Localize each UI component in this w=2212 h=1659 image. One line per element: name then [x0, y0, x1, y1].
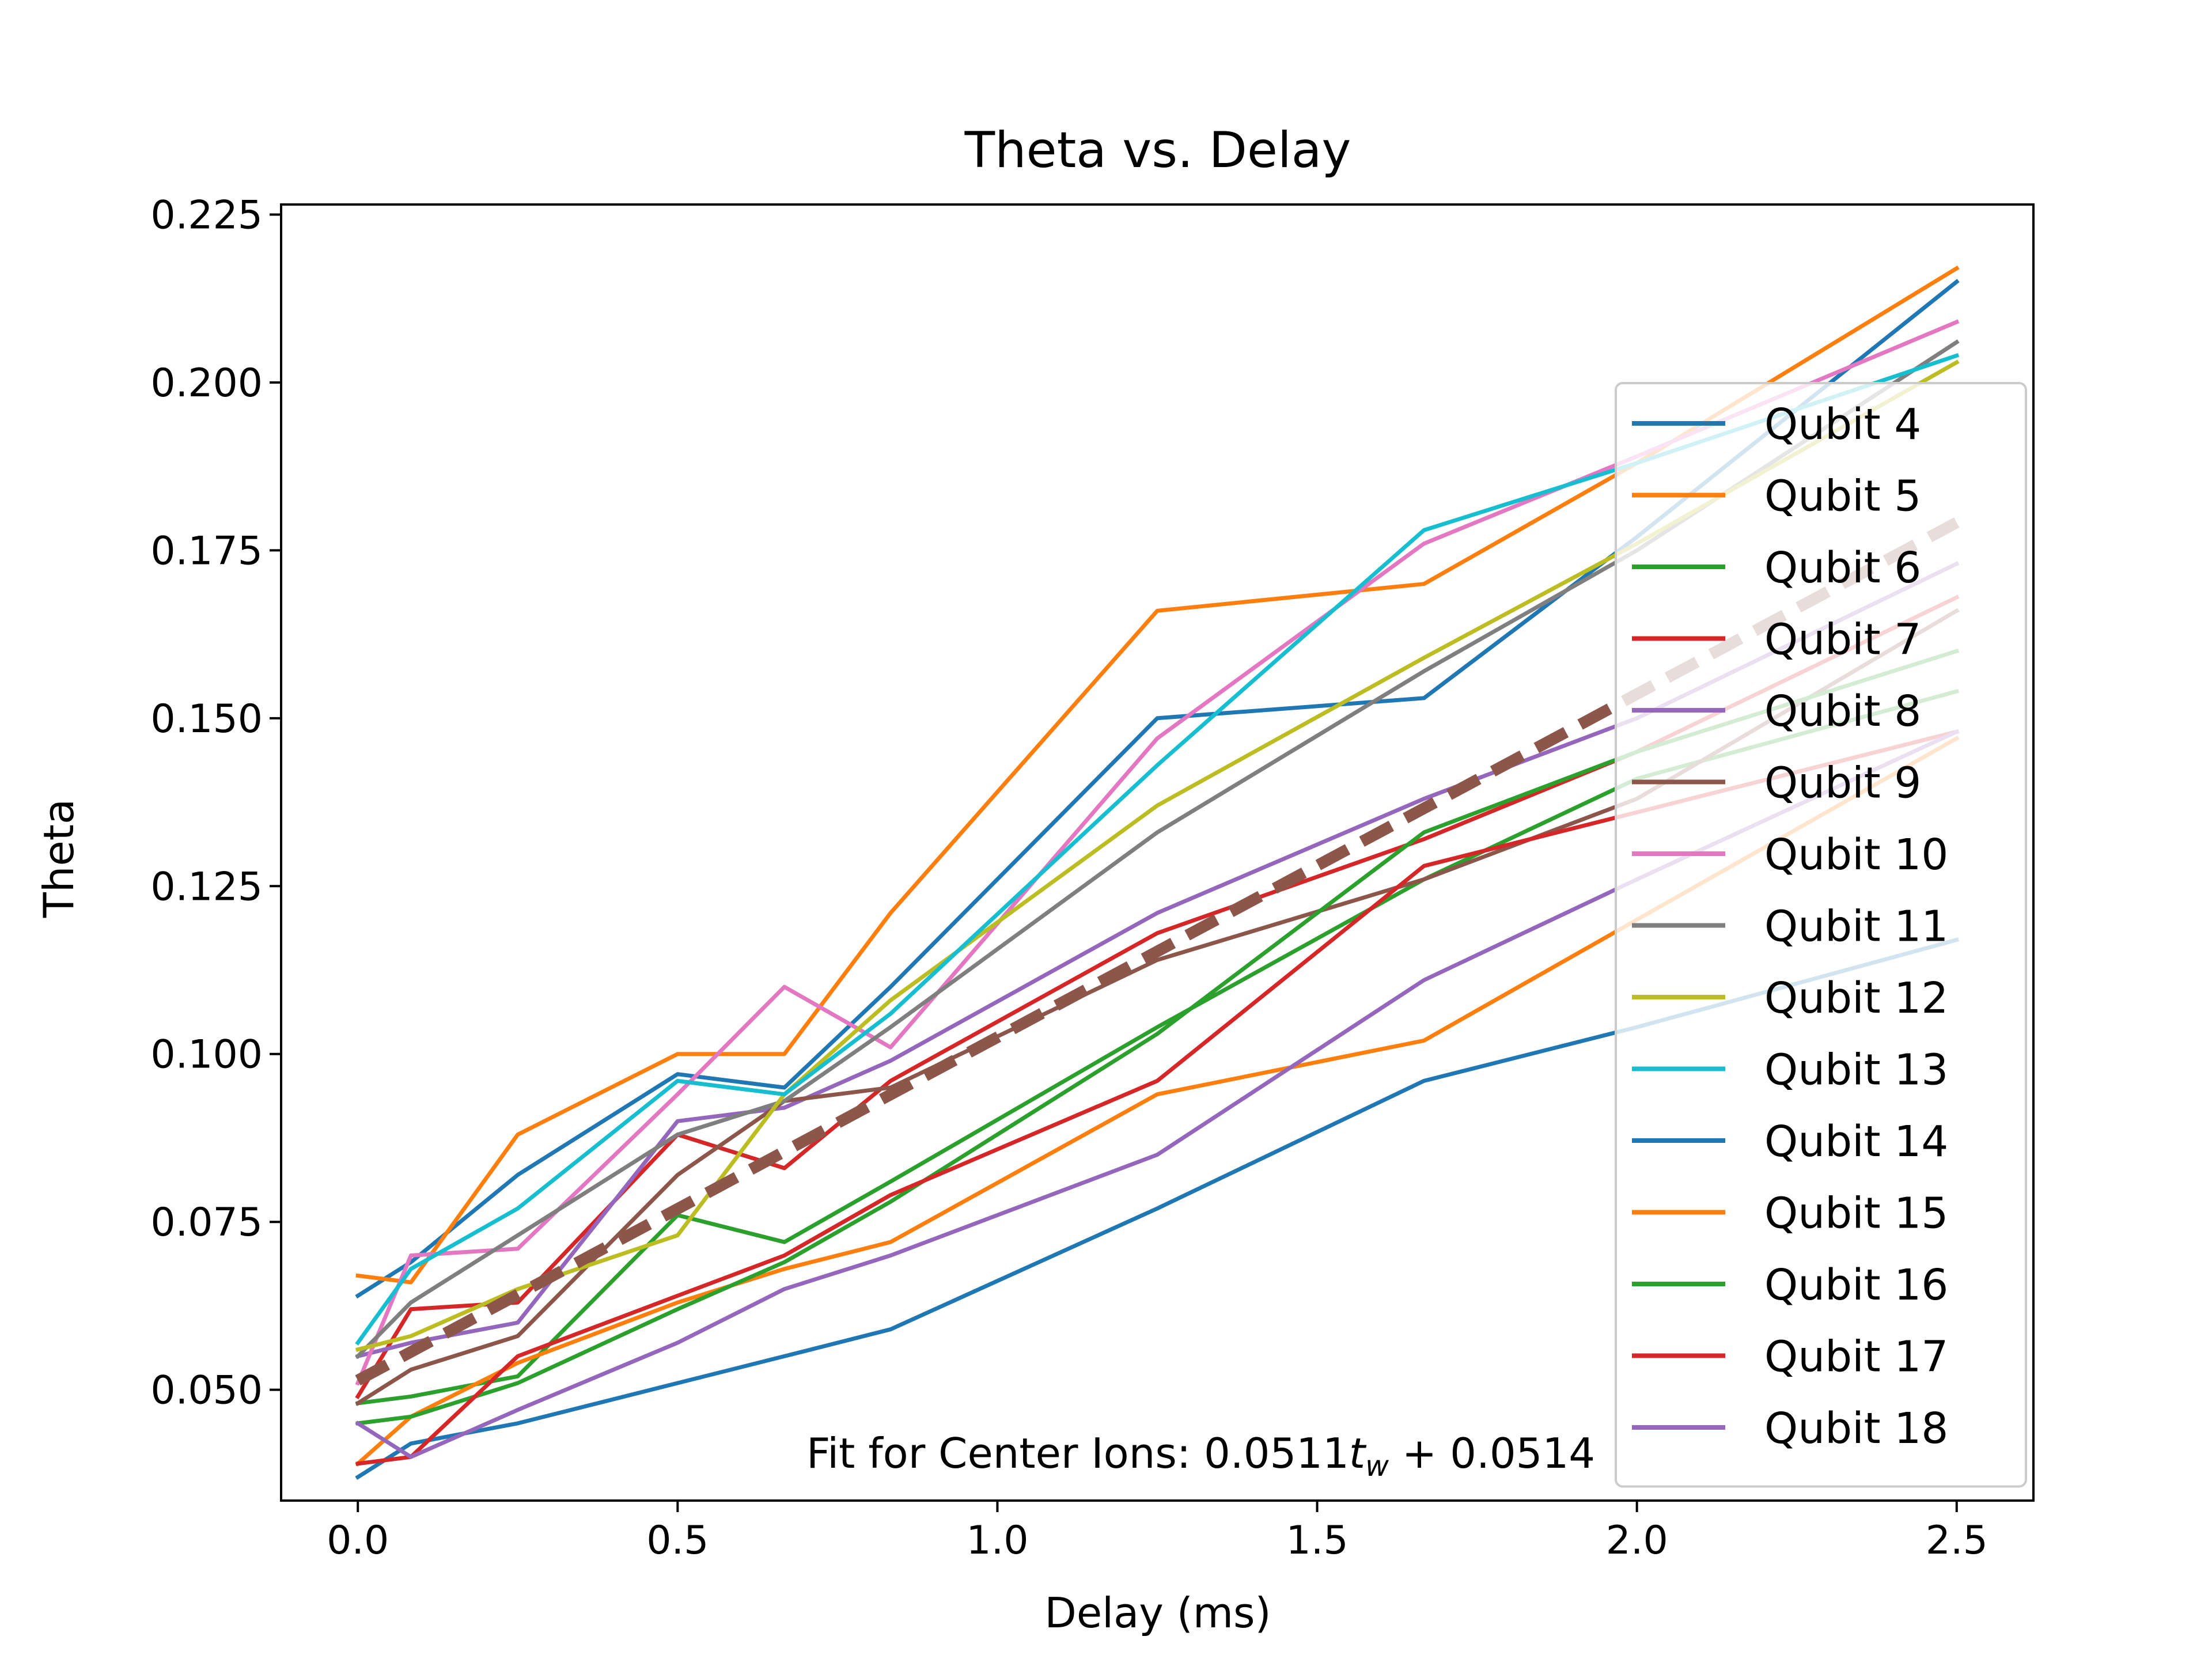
legend: Qubit 4 Qubit 5 Qubit 6 Qubit 7 Qubit 8 Qubit… — [1615, 382, 2027, 1488]
chart-title: Theta vs. Delay — [964, 122, 1351, 179]
fit-annotation: Fit for Center Ions: 0.0511tw + 0.0514 — [806, 1429, 1595, 1483]
series-line-qubit-10 — [355, 319, 1960, 1386]
series-line-qubit-4 — [355, 279, 1960, 1299]
x-tick-label: 1.0 — [966, 1518, 1028, 1563]
legend-label: Qubit 12 — [1764, 974, 1948, 1023]
series-line-qubit-16 — [355, 648, 1960, 1426]
y-tick-label: 0.125 — [150, 864, 263, 910]
plot-area — [280, 203, 2035, 1502]
x-tick-label: 1.5 — [1286, 1518, 1348, 1563]
x-axis: 0.0 0.5 1.0 1.5 2.0 2.5 — [327, 1501, 1988, 1563]
legend-label: Qubit 11 — [1764, 902, 1948, 952]
y-tick-label: 0.150 — [150, 696, 263, 742]
legend-label: Qubit 7 — [1764, 615, 1921, 665]
fit-annotation-prefix: Fit for Center Ions: 0.0511 — [806, 1429, 1349, 1478]
series-line-qubit-6 — [355, 688, 1960, 1406]
series-line-qubit-7 — [355, 594, 1960, 1400]
y-tick-label: 0.100 — [150, 1032, 263, 1078]
series-line-qubit-11 — [355, 339, 1960, 1359]
series-line-qubit-17 — [355, 729, 1960, 1466]
legend-label: Qubit 13 — [1764, 1046, 1948, 1095]
legend-label: Qubit 16 — [1764, 1260, 1948, 1310]
legend-label: Qubit 4 — [1764, 400, 1921, 449]
y-axis: 0.050 0.075 0.100 0.125 0.150 0.175 0.200 0.225 — [150, 192, 281, 1414]
y-tick-label: 0.075 — [150, 1200, 263, 1245]
legend-label: Qubit 9 — [1764, 759, 1921, 808]
x-tick-label: 0.0 — [327, 1518, 389, 1563]
legend-label: Qubit 10 — [1764, 830, 1948, 880]
legend-label: Qubit 17 — [1764, 1332, 1948, 1382]
x-axis-label: Delay (ms) — [1044, 1589, 1271, 1637]
fit-annotation-subscript: w — [1365, 1449, 1389, 1483]
series-line-qubit-13 — [355, 353, 1960, 1346]
series-line-qubit-12 — [355, 359, 1960, 1352]
y-tick-label: 0.175 — [150, 528, 263, 574]
series-line-qubit-5 — [355, 265, 1960, 1285]
legend-label: Qubit 8 — [1764, 687, 1921, 736]
legend-label: Qubit 5 — [1764, 472, 1921, 521]
legend-label: Qubit 18 — [1764, 1404, 1948, 1453]
legend-label: Qubit 6 — [1764, 543, 1921, 593]
legend-label: Qubit 14 — [1764, 1117, 1948, 1166]
y-tick-label: 0.050 — [150, 1368, 263, 1414]
fit-annotation-suffix: + 0.0514 — [1389, 1429, 1595, 1478]
series-line-qubit-18 — [355, 729, 1960, 1459]
y-axis-label: Theta — [35, 799, 83, 918]
fit-annotation-variable: t — [1349, 1429, 1367, 1478]
y-tick-label: 0.200 — [150, 361, 263, 406]
series-line-qubit-8 — [355, 561, 1960, 1359]
y-tick-label: 0.225 — [150, 192, 263, 238]
x-tick-label: 2.5 — [1926, 1518, 1988, 1563]
axes-frame — [280, 203, 2035, 1502]
x-tick-label: 0.5 — [646, 1518, 709, 1563]
x-tick-label: 2.0 — [1606, 1518, 1668, 1563]
series-line-qubit-15 — [355, 736, 1960, 1467]
legend-label: Qubit 15 — [1764, 1189, 1948, 1238]
